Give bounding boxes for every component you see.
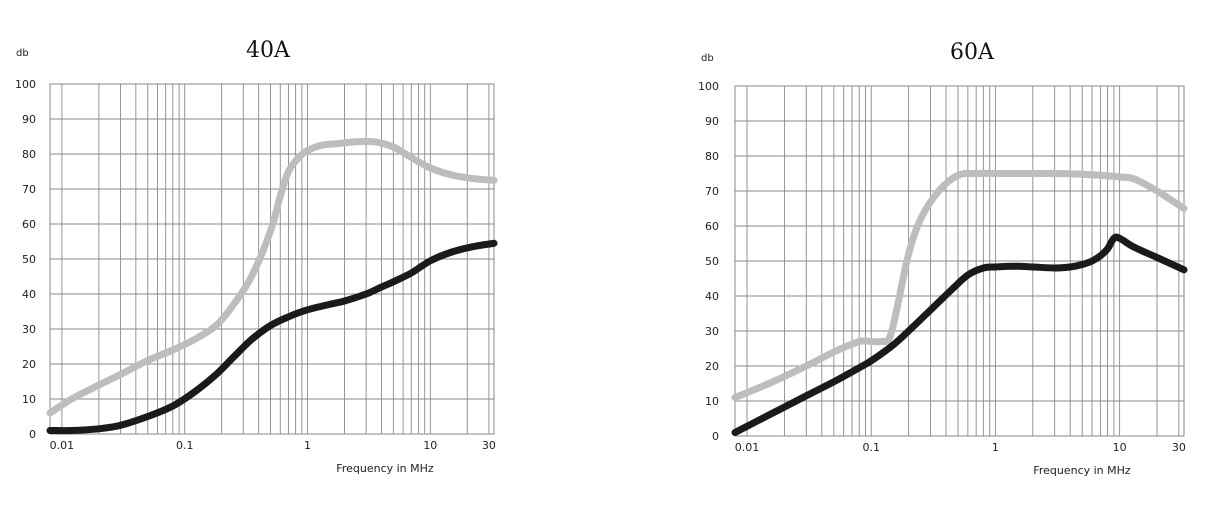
x-axis-label: Frequency in MHz — [336, 462, 434, 475]
x-tick-label: 1 — [992, 441, 999, 454]
x-tick-label: 1 — [304, 439, 311, 452]
y-tick-label: 0 — [712, 430, 719, 443]
y-tick-label: 0 — [29, 428, 36, 441]
y-tick-label: 50 — [22, 253, 36, 266]
x-tick-label: 10 — [1113, 441, 1127, 454]
chart-60a: 60A db 0 10 20 30 40 50 60 70 80 90 100 0.01 0.1 1 10 30 F… — [604, 0, 1208, 506]
y-axis-label: db — [701, 53, 714, 64]
y-tick-label: 10 — [705, 395, 719, 408]
y-tick-label: 20 — [705, 360, 719, 373]
y-tick-label: 20 — [22, 358, 36, 371]
y-tick-label: 30 — [22, 323, 36, 336]
series-line-gray — [46, 137, 498, 417]
y-tick-label: 100 — [15, 78, 36, 91]
y-tick-label: 100 — [698, 80, 719, 93]
series-line-gray — [731, 169, 1188, 401]
y-tick-label: 80 — [705, 150, 719, 163]
x-tick-label: 30 — [482, 439, 496, 452]
chart-title: 60A — [950, 40, 995, 65]
series-line-black — [46, 239, 498, 435]
y-tick-label: 90 — [705, 115, 719, 128]
series-line-black — [731, 233, 1188, 436]
x-tick-label: 10 — [423, 439, 437, 452]
y-tick-label: 50 — [705, 255, 719, 268]
y-tick-label: 70 — [22, 183, 36, 196]
y-tick-label: 10 — [22, 393, 36, 406]
y-tick-label: 40 — [22, 288, 36, 301]
x-axis-label: Frequency in MHz — [1033, 464, 1131, 477]
x-tick-label: 0.1 — [862, 441, 880, 454]
y-tick-label: 30 — [705, 325, 719, 338]
y-tick-label: 60 — [705, 220, 719, 233]
plot-frame — [734, 85, 1185, 437]
plot-frame — [49, 83, 495, 435]
x-tick-label: 0.1 — [176, 439, 194, 452]
x-tick-label: 30 — [1172, 441, 1186, 454]
y-tick-label: 40 — [705, 290, 719, 303]
y-axis-label: db — [16, 48, 29, 59]
chart-title: 40A — [246, 38, 291, 63]
grid — [734, 85, 1185, 437]
chart-40a-svg: 40A db 0 10 20 30 40 50 60 70 80 90 100 0.01 0.1 1 10 30 F… — [15, 38, 498, 475]
y-tick-label: 90 — [22, 113, 36, 126]
y-tick-label: 70 — [705, 185, 719, 198]
x-tick-label: 0.01 — [50, 439, 75, 452]
y-tick-label: 60 — [22, 218, 36, 231]
chart-40a: 40A db 0 10 20 30 40 50 60 70 80 90 100 0.01 0.1 1 10 30 F… — [15, 38, 498, 475]
x-tick-label: 0.01 — [735, 441, 760, 454]
chart-60a-svg: 60A db 0 10 20 30 40 50 60 70 80 90 100 0.01 0.1 1 10 30 F… — [698, 40, 1188, 477]
y-tick-label: 80 — [22, 148, 36, 161]
